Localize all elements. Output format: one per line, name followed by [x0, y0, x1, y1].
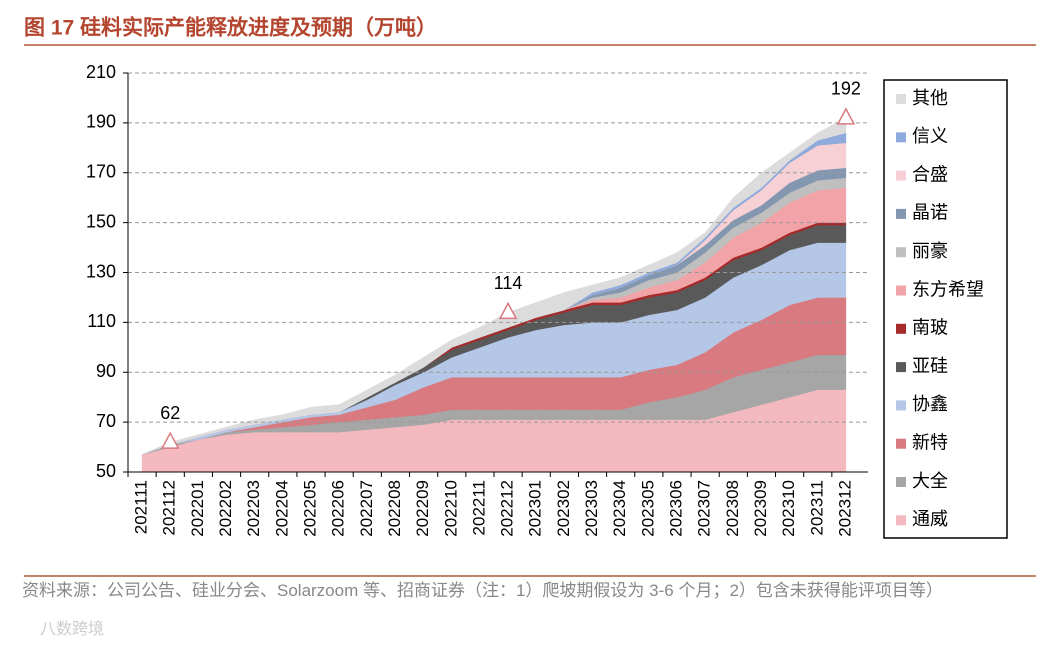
- x-tick-label: 202307: [695, 480, 714, 537]
- x-tick-label: 202206: [329, 480, 348, 537]
- x-tick-label: 202304: [610, 480, 629, 537]
- x-tick-label: 202311: [807, 480, 826, 535]
- legend-swatch: [896, 362, 906, 373]
- x-tick-label: 202305: [638, 480, 657, 537]
- legend-label: 晶诺: [912, 203, 948, 223]
- legend-label: 其他: [912, 88, 948, 108]
- y-tick-label: 50: [96, 461, 116, 481]
- annotation-label: 62: [160, 403, 180, 423]
- y-tick-label: 150: [86, 211, 116, 231]
- chart-title: 图 17 硅料实际产能释放进度及预期（万吨）: [24, 16, 437, 40]
- x-tick-label: 202205: [300, 480, 319, 537]
- source-box: 资料来源：公司公告、硅业分会、Solarzoom 等、招商证券（注：1）爬坡期假…: [22, 581, 943, 600]
- x-tick-label: 202111: [132, 480, 151, 534]
- source: 资料来源：公司公告、硅业分会、Solarzoom 等、招商证券（注：1）爬坡期假…: [22, 581, 943, 600]
- legend-label: 亚硅: [912, 356, 948, 376]
- y-tick-label: 90: [96, 361, 116, 381]
- x-tick-label: 202212: [498, 480, 517, 537]
- legend-label: 丽豪: [912, 241, 948, 261]
- legend-swatch: [896, 477, 906, 487]
- annotation-marker: [836, 107, 856, 125]
- x-tick-label: 202203: [244, 480, 263, 537]
- legend-swatch: [896, 170, 906, 181]
- x-tick-label: 202202: [216, 480, 235, 537]
- x-tick-label: 202112: [160, 480, 179, 535]
- x-tick-label: 202301: [526, 480, 545, 537]
- x-tick-label: 202208: [385, 480, 404, 537]
- annotation-label: 192: [831, 79, 861, 99]
- legend-swatch: [896, 247, 906, 258]
- x-tick-label: 202209: [413, 480, 432, 537]
- legend-swatch: [896, 400, 906, 411]
- x-tick-label: 202309: [751, 480, 770, 537]
- x-tick-label: 202303: [582, 480, 601, 537]
- x-tick-label: 202204: [272, 480, 291, 537]
- legend-swatch: [896, 94, 906, 104]
- legend-label: 合盛: [912, 164, 948, 184]
- y-tick-label: 110: [87, 311, 116, 331]
- y-tick-label: 170: [86, 162, 116, 182]
- legend-label: 南玻: [912, 318, 948, 338]
- legend-swatch: [896, 438, 906, 449]
- legend-swatch: [896, 208, 906, 219]
- legend-label: 新特: [912, 432, 948, 452]
- x-tick-label: 202310: [779, 480, 798, 537]
- x-tick-label: 202201: [188, 480, 207, 537]
- area: [141, 117, 847, 455]
- legend-label: 协鑫: [912, 394, 948, 414]
- x-tick-label: 202308: [723, 480, 742, 537]
- x-tick-label: 202302: [554, 480, 573, 537]
- legend-swatch: [896, 323, 906, 334]
- legend-label: 信义: [912, 126, 948, 146]
- legend-label: 东方希望: [912, 279, 984, 299]
- y-tick-label: 130: [86, 261, 116, 281]
- watermark: 八数跨境: [40, 619, 104, 638]
- y-tick-label: 70: [96, 411, 116, 431]
- legend-label: 通威: [912, 509, 948, 529]
- legend-swatch: [896, 285, 906, 296]
- legend-swatch: [896, 132, 906, 143]
- annotation-marker: [160, 431, 180, 449]
- x-tick-label: 202207: [357, 480, 376, 537]
- legend-swatch: [896, 515, 906, 526]
- y-tick-label: 190: [86, 112, 116, 132]
- x-tick-label: 202211: [469, 480, 488, 535]
- annotation-marker: [498, 301, 518, 320]
- y-tick-label: 210: [86, 62, 116, 82]
- x-tick-label: 202312: [835, 480, 854, 537]
- legend-box: [883, 79, 1008, 539]
- annotation-label: 114: [494, 273, 523, 293]
- x-tick-label: 202306: [666, 480, 685, 537]
- x-tick-label: 202210: [441, 480, 460, 537]
- legend-label: 大全: [912, 471, 948, 491]
